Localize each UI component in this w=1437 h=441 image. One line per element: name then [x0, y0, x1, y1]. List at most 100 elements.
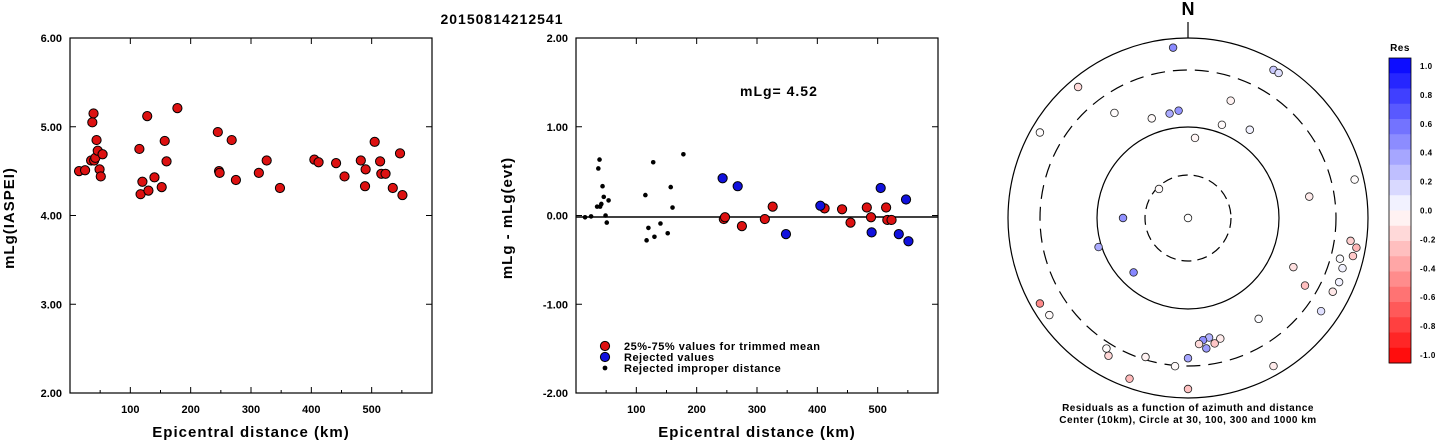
magnitude-point: [355, 155, 366, 166]
station-marker: [1245, 125, 1254, 134]
improper-point: [603, 213, 608, 218]
improper-point: [646, 225, 651, 231]
improper-point: [652, 234, 657, 240]
legend-label-improper: Rejected improper distance: [624, 363, 781, 375]
mlg-annotation: mLg= 4.52: [740, 83, 818, 99]
station-marker: [1289, 262, 1298, 272]
improper-point: [597, 157, 602, 162]
colorbar-tick-label: -0.8: [1420, 322, 1436, 331]
improper-point: [582, 214, 588, 220]
rejected-point: [903, 236, 914, 247]
magnitude-point: [161, 156, 172, 167]
improper-point: [650, 159, 656, 165]
p1-xtick-label: 400: [302, 404, 320, 416]
magnitude-point: [387, 182, 398, 194]
trimmed-point: [767, 201, 778, 212]
magnitude-point: [253, 167, 264, 178]
magnitude-point: [261, 155, 272, 166]
plot-frame-1: [69, 37, 433, 394]
station-marker: [1035, 128, 1045, 137]
colorbar-cell: [1389, 225, 1411, 242]
station-marker: [1129, 268, 1138, 277]
station-marker: [1335, 254, 1345, 263]
trimmed-point: [886, 214, 897, 226]
improper-point: [601, 194, 607, 200]
colorbar-cell: [1389, 195, 1411, 211]
station-marker: [1183, 213, 1193, 223]
trimmed-point: [861, 202, 872, 213]
map-caption-line2: Center (10km), Circle at 30, 100, 300 an…: [1059, 415, 1316, 426]
figure-title: 20150814212541: [440, 11, 563, 27]
p2-ytick-label: 0.00: [547, 211, 568, 223]
ring-100km: [1096, 126, 1280, 310]
legend-marker-rejected: [599, 351, 611, 363]
magnitude-point: [360, 164, 371, 175]
legend-label-trimmed: 25%-75% values for trimmed mean: [624, 341, 820, 353]
colorbar: Res 1.0 0.8 0.6 0.4 0.2 0.0 -0.2 -0.4 -0.6 -0.8 -1…: [1388, 43, 1436, 364]
station-marker: [1194, 339, 1204, 349]
trimmed-point: [845, 217, 856, 228]
colorbar-cell: [1389, 58, 1411, 74]
ring-300km: [1039, 69, 1337, 367]
map-caption-line1: Residuals as a function of azimuth and d…: [1062, 403, 1314, 414]
legend-marker-trimmed: [599, 340, 611, 352]
p1-xtick-label: 200: [181, 404, 199, 416]
station-marker: [1352, 243, 1361, 252]
improper-point: [600, 183, 605, 189]
colorbar-cell: [1389, 317, 1411, 333]
station-marker: [1348, 251, 1358, 261]
colorbar-cell: [1389, 134, 1411, 150]
p2-xtick-label: 400: [808, 404, 826, 416]
trimmed-point: [836, 204, 848, 215]
station-marker: [1334, 277, 1344, 287]
station-marker: [1118, 213, 1128, 223]
colorbar-cell: [1389, 164, 1411, 181]
station-marker: [1183, 354, 1193, 363]
magnitude-point: [375, 156, 386, 167]
colorbar-cell: [1389, 73, 1411, 89]
magnitude-point: [142, 111, 153, 122]
magnitude-point: [369, 136, 380, 147]
ring-30km: [1144, 174, 1232, 262]
improper-point: [665, 230, 671, 236]
y-axis-label-2: mLg - mLg(evt): [499, 157, 516, 279]
magnitude-point: [394, 148, 406, 159]
colorbar-tick-label: 1.0: [1420, 62, 1433, 71]
magnitude-point: [230, 174, 242, 186]
p2-xtick-label: 500: [868, 404, 886, 416]
station-marker: [1170, 362, 1180, 371]
magnitude-point: [97, 149, 108, 160]
legend-label-rejected: Rejected values: [624, 352, 715, 364]
colorbar-cell: [1389, 347, 1411, 364]
colorbar-tick-label: 0.2: [1420, 178, 1433, 187]
magnitude-point: [212, 126, 223, 138]
station-marker: [1147, 114, 1156, 123]
legend-marker-improper: [602, 365, 608, 371]
p1-ytick-label: 6.00: [41, 33, 62, 45]
station-marker: [1346, 236, 1355, 246]
station-marker: [1183, 384, 1193, 394]
station-marker: [1073, 82, 1083, 92]
station-marker: [1338, 263, 1347, 273]
improper-point: [604, 220, 610, 225]
p2-ytick-label: -1.00: [543, 299, 568, 311]
p2-xtick-label: 100: [627, 404, 645, 416]
colorbar-tick-label: 0.4: [1420, 149, 1433, 158]
magnitude-point: [87, 117, 98, 128]
rejected-point: [893, 229, 904, 240]
improper-point: [599, 201, 604, 207]
colorbar-tick-label: 0.8: [1420, 91, 1433, 100]
magnitude-point: [380, 168, 391, 179]
magnitude-point: [214, 167, 225, 178]
magnitude-point: [156, 182, 167, 193]
p1-xtick-label: 500: [362, 404, 380, 416]
colorbar-frame: [1388, 57, 1412, 364]
panel-magnitude: 100 200 300 400 500 2.00 3.00 4.00 5.00 6.00 Epic…: [1, 33, 433, 441]
improper-point: [588, 214, 594, 219]
magnitude-point: [149, 172, 160, 183]
station-marker: [1202, 344, 1211, 353]
magnitude-point: [339, 171, 350, 182]
improper-point: [681, 151, 686, 157]
magnitude-point: [359, 181, 371, 192]
